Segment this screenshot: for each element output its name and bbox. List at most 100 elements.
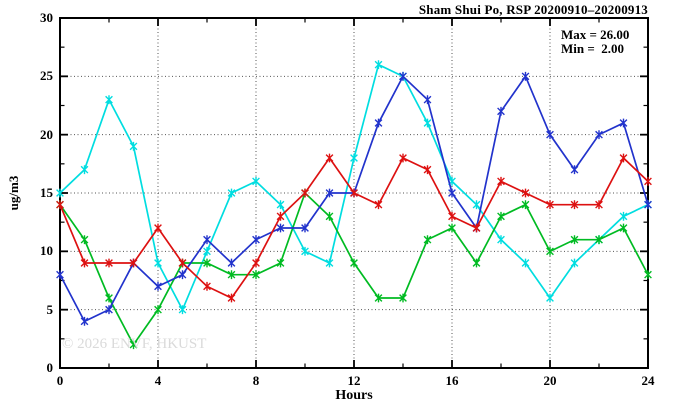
series-red-marker [227,293,236,303]
watermark: © 2026 ENVF, HKUST [62,336,207,352]
series-green-marker [276,258,285,268]
max-annotation: Max = 26.00 [561,27,630,42]
series-red-marker [325,153,334,163]
x-tick-label: 16 [445,373,459,388]
series-cyan [56,60,652,315]
series-red-marker [252,258,260,268]
series-cyan-marker [619,211,628,221]
series-cyan-line [59,63,649,312]
series-blue-marker [399,71,407,81]
series-green-marker [423,235,432,245]
series-blue-marker [374,118,383,128]
series-green-marker [227,270,236,280]
series-blue-marker [325,188,334,198]
series-red-marker [399,153,407,163]
series-cyan-marker [129,141,138,151]
x-tick-label: 20 [543,373,557,388]
x-tick-label: 0 [56,373,64,388]
series-blue-marker [227,258,236,268]
series-green-marker [374,293,383,303]
series-green-marker [203,258,211,268]
series-cyan-marker [252,176,260,186]
series-blue-marker [521,71,530,81]
series-green-marker [570,235,579,245]
series-cyan-marker [374,60,383,70]
series-blue-marker [301,223,309,233]
series-cyan-marker [570,258,579,268]
series-green-marker [129,340,138,350]
series-cyan-marker [154,258,162,268]
series-green-marker [497,211,505,221]
series-blue-marker [497,106,505,116]
series-blue-marker [80,316,89,326]
series-blue-marker [644,200,652,210]
series-blue-marker [276,223,285,233]
series-cyan-marker [80,165,89,175]
series-cyan-marker [350,153,358,163]
series-blue-marker [546,130,554,140]
series-blue-marker [423,95,432,105]
series-cyan-marker [56,188,64,198]
x-tick-label: 12 [347,373,361,388]
series-cyan-marker [325,258,334,268]
series-red-marker [374,200,383,210]
series-red-marker [80,258,89,268]
chart-title: Sham Shui Po, RSP 20200910–20200913 [418,2,648,17]
series-cyan-marker [521,258,530,268]
x-tick-label: 4 [154,373,162,388]
y-tick-label: 5 [46,301,54,317]
series-cyan-marker [497,235,505,245]
x-axis-label: Hours [335,388,373,403]
series-green-marker [325,211,334,221]
series-green-marker [350,258,358,268]
x-tick-label: 24 [641,373,655,388]
series-red-marker [497,176,505,186]
series-cyan-marker [276,200,285,210]
series-red-marker [301,188,309,198]
series-blue-marker [619,118,628,128]
series-green-marker [619,223,628,233]
series-blue-marker [595,130,603,140]
series-green-marker [644,270,652,280]
series-blue-marker [105,305,113,315]
y-tick-label: 10 [40,243,53,259]
series-cyan-marker [105,95,113,105]
series-cyan-marker [423,118,432,128]
series-red-marker [521,188,530,198]
series-cyan-marker [472,200,481,210]
series-green-marker [105,293,113,303]
series-cyan-marker [546,293,554,303]
series-blue-marker [570,165,579,175]
series-red-marker [472,223,481,233]
series-blue-marker [154,281,162,291]
series-cyan-marker [203,246,211,256]
series-cyan-marker [178,305,187,315]
series-green-marker [154,305,162,315]
series-green-marker [399,293,407,303]
series-blue-marker [252,235,260,245]
x-tick-label: 8 [252,373,260,388]
series-blue-marker [56,270,64,280]
series-red-marker [595,200,603,210]
y-tick-label: 20 [40,126,53,142]
series-blue-marker [203,235,211,245]
series-red-marker [154,223,162,233]
series-red-marker [423,165,432,175]
y-tick-label: 30 [40,10,53,25]
y-tick-label: 15 [40,185,53,200]
series-red-marker [448,211,456,221]
series-green-marker [546,246,554,256]
series-green-marker [80,235,89,245]
y-tick-label: 25 [40,68,53,84]
series-red-marker [203,281,211,291]
series-red-marker [350,188,358,198]
series-blue-marker [178,270,187,280]
series-red-marker [276,211,285,221]
series-green-marker [521,200,530,210]
series-cyan-marker [301,246,309,256]
series-cyan-marker [227,188,236,198]
series-green-marker [595,235,603,245]
series-red-marker [129,258,138,268]
